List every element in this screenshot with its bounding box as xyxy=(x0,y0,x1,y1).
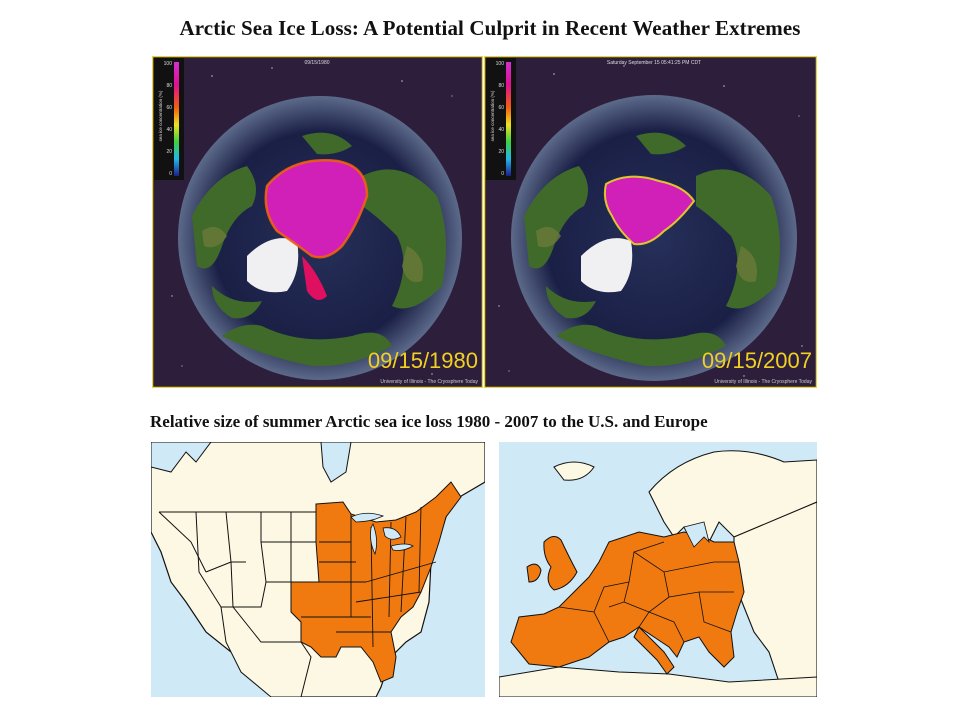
europe-map-image xyxy=(499,442,817,697)
colorbar-tick: 60 xyxy=(166,105,172,111)
us-map xyxy=(151,442,485,697)
colorbar-tick: 0 xyxy=(169,171,172,177)
credit-text-1980: University of Illinois - The Cryosphere … xyxy=(380,379,478,385)
colorbar-tick: 100 xyxy=(496,61,505,67)
colorbar-tick: 20 xyxy=(166,149,172,155)
date-label-1980: 09/15/1980 xyxy=(368,348,478,373)
satellite-header-2007: Saturday September 15 05:41:25 PM CDT xyxy=(607,60,701,66)
colorbar-tick: 60 xyxy=(498,105,504,111)
colorbar-tick: 80 xyxy=(166,83,172,89)
colorbar-tick: 0 xyxy=(501,171,504,177)
colorbar-tick: 40 xyxy=(498,127,504,133)
satellite-panel-2007: sea ice concentration (%) 100 80 60 40 2… xyxy=(484,56,817,388)
satellite-image-1980: sea ice concentration (%) 100 80 60 40 2… xyxy=(152,56,483,388)
map-comparison-caption: Relative size of summer Arctic sea ice l… xyxy=(150,412,708,431)
colorbar-label: sea ice concentration (%) xyxy=(158,90,163,141)
colorbar-tick: 20 xyxy=(498,149,504,155)
europe-map xyxy=(499,442,817,697)
colorbar-label: sea ice concentration (%) xyxy=(490,90,495,141)
satellite-panel-1980: sea ice concentration (%) 100 80 60 40 2… xyxy=(152,56,483,388)
satellite-image-2007: sea ice concentration (%) 100 80 60 40 2… xyxy=(484,56,817,388)
credit-text-2007: University of Illinois - The Cryosphere … xyxy=(714,379,812,385)
date-label-2007: 09/15/2007 xyxy=(702,348,812,373)
us-map-image xyxy=(151,442,485,697)
colorbar-tick: 40 xyxy=(166,127,172,133)
satellite-header-1980: 09/15/1980 xyxy=(304,60,329,66)
colorbar-tick: 100 xyxy=(164,61,173,67)
colorbar-tick: 80 xyxy=(498,83,504,89)
slide-title: Arctic Sea Ice Loss: A Potential Culprit… xyxy=(179,16,801,40)
